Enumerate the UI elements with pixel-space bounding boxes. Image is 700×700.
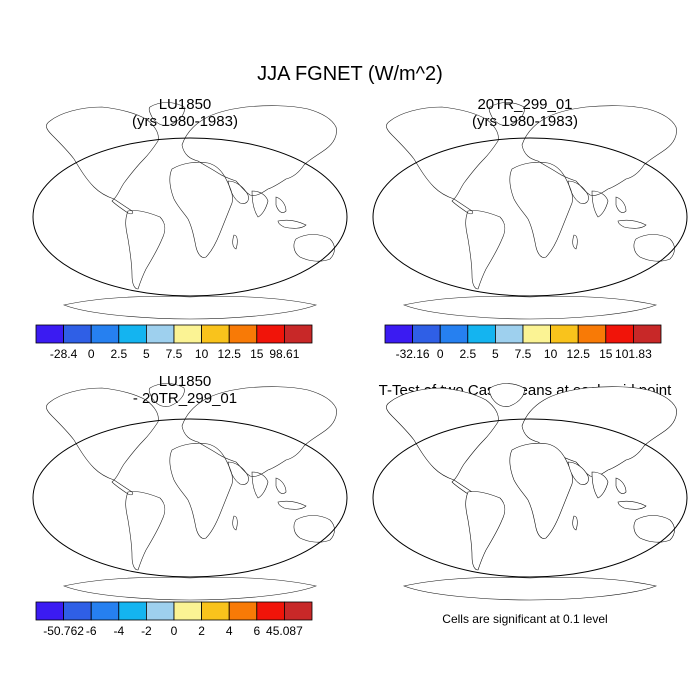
colorbar-2-swatch-2 <box>412 324 441 344</box>
colorbar-3-tick-label: -6 <box>86 624 97 638</box>
colorbar-3-swatch-9 <box>256 601 285 621</box>
colorbar-2-swatch-7 <box>550 324 579 344</box>
colorbar-3-tick-label: 2 <box>198 624 205 638</box>
colorbar-1-tick-label: -28.4 <box>50 347 78 361</box>
map-panel-2-land <box>385 102 678 320</box>
colorbar-2-swatch-9 <box>605 324 634 344</box>
colorbar-panel-1: -28.4 0 2.5 5 7.5 10 12.5 15 98.61 <box>35 324 313 361</box>
colorbar-1-swatch-10 <box>283 324 313 344</box>
colorbar-2-tick-label: 15 <box>599 347 613 361</box>
colorbar-3-swatch-4 <box>118 601 147 621</box>
colorbar-3-swatch-8 <box>228 601 258 621</box>
panel-3-title: LU1850 - 20TR_299_01 <box>15 373 355 407</box>
colorbar-2-tick-label: 5 <box>492 347 499 361</box>
colorbar-3-tick-label: 0 <box>171 624 178 638</box>
colorbar-3-swatch-7 <box>201 601 230 621</box>
colorbar-1-tick-label: 0 <box>88 347 95 361</box>
colorbar-2-tick-label: 12.5 <box>567 347 591 361</box>
colorbar-1-swatch-1 <box>35 324 65 344</box>
map-panel-2 <box>372 102 688 320</box>
panel-3-title-line-2: - 20TR_299_01 <box>132 390 238 407</box>
colorbar-2-swatch-8 <box>577 324 607 344</box>
colorbar-2-tick-label: 2.5 <box>459 347 476 361</box>
colorbar-3-swatch-2 <box>63 601 92 621</box>
panel-2-title-line-1: 20TR_299_01 <box>477 96 573 113</box>
panel-2-title: 20TR_299_01 (yrs 1980-1983) <box>355 96 695 130</box>
figure-title: JJA FGNET (W/m^2) <box>257 63 443 85</box>
colorbar-1-swatch-8 <box>228 324 258 344</box>
colorbar-2-swatch-6 <box>522 324 552 344</box>
map-panel-3-border <box>32 418 348 578</box>
colorbar-1-swatch-3 <box>90 324 120 344</box>
map-panel-1 <box>32 102 348 320</box>
colorbar-panel-2: -32.16 0 2.5 5 7.5 10 12.5 15 101.83 <box>384 324 662 361</box>
colorbar-2-tick-label: 7.5 <box>515 347 532 361</box>
colorbar-2-tick-label: 10 <box>544 347 558 361</box>
colorbar-1-swatch-6 <box>173 324 203 344</box>
colorbar-1-swatch-7 <box>201 324 230 344</box>
colorbar-3-swatch-3 <box>90 601 120 621</box>
colorbar-1-tick-label: 2.5 <box>110 347 127 361</box>
colorbar-2-swatch-5 <box>494 324 524 344</box>
map-panel-4-border <box>372 418 688 578</box>
colorbar-2-swatch-10 <box>633 324 662 344</box>
colorbar-1-swatch-2 <box>63 324 92 344</box>
panel-1-title-line-2: (yrs 1980-1983) <box>132 113 238 130</box>
colorbar-3-tick-label: -50.762 <box>43 624 84 638</box>
colorbar-1-tick-label: 5 <box>143 347 150 361</box>
colorbar-3-swatch-6 <box>173 601 203 621</box>
colorbar-2-tick-label: 0 <box>437 347 444 361</box>
colorbar-1-tick-label: 12.5 <box>218 347 242 361</box>
map-panel-4 <box>372 383 688 601</box>
colorbar-2-tick-label: 101.83 <box>615 347 652 361</box>
colorbar-1-tick-label: 15 <box>250 347 264 361</box>
colorbar-1-swatch-9 <box>256 324 285 344</box>
colorbar-2-swatch-1 <box>384 324 414 344</box>
colorbar-1-swatch-4 <box>118 324 147 344</box>
colorbar-3-swatch-10 <box>283 601 313 621</box>
map-panel-4-land <box>385 383 678 601</box>
map-panel-2-border <box>372 137 688 297</box>
panel-3-title-line-1: LU1850 <box>158 373 212 390</box>
colorbar-panel-3: -50.762 -6 -4 -2 0 2 4 6 45.087 <box>35 601 313 638</box>
colorbar-3-tick-label: -2 <box>141 624 152 638</box>
panel-1-title: LU1850 (yrs 1980-1983) <box>15 96 355 130</box>
colorbar-3-tick-label: 45.087 <box>266 624 303 638</box>
colorbar-1-swatch-5 <box>145 324 175 344</box>
map-panel-1-border <box>32 137 348 297</box>
panel-1-title-line-1: LU1850 <box>158 96 212 113</box>
colorbar-1-tick-label: 7.5 <box>166 347 183 361</box>
colorbar-3-swatch-5 <box>145 601 175 621</box>
colorbar-3-tick-label: 4 <box>226 624 233 638</box>
colorbar-3-tick-label: 6 <box>253 624 260 638</box>
colorbar-1-tick-label: 98.61 <box>269 347 299 361</box>
map-panel-3 <box>32 383 348 601</box>
colorbar-2-swatch-4 <box>467 324 496 344</box>
colorbar-3-tick-label: -4 <box>113 624 124 638</box>
panel-2-title-line-2: (yrs 1980-1983) <box>472 113 578 130</box>
colorbar-3-swatch-1 <box>35 601 65 621</box>
significance-note: Cells are significant at 0.1 level <box>442 612 608 626</box>
colorbar-2-swatch-3 <box>439 324 469 344</box>
map-panel-3-land <box>45 383 338 601</box>
colorbar-2-tick-label: -32.16 <box>396 347 430 361</box>
map-panel-1-land <box>45 102 338 320</box>
colorbar-1-tick-label: 10 <box>195 347 209 361</box>
